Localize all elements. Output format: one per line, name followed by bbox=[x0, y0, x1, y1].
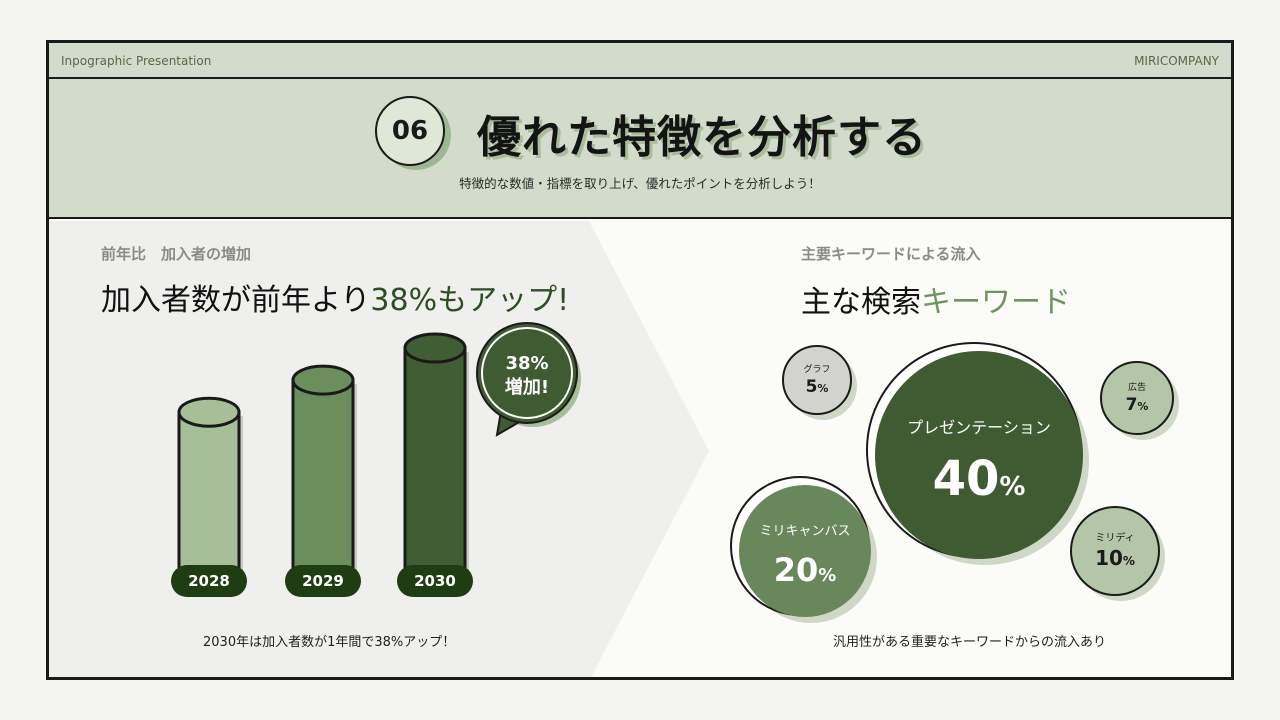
right-caption: 汎用性がある重要なキーワードからの流入あり bbox=[833, 635, 1107, 650]
bubble-keyword: ミリキャンバス bbox=[759, 524, 850, 539]
bubble-keyword: プレゼンテーション bbox=[907, 418, 1051, 437]
bubble-4: 広告 7% bbox=[1100, 361, 1179, 440]
bar-top bbox=[403, 332, 467, 364]
bubble-unit: % bbox=[1123, 554, 1135, 568]
bar-2029: 2029 bbox=[285, 364, 361, 597]
bar-top bbox=[177, 396, 241, 428]
slide-header: 06 優れた特徴を分析する 特徴的な数値・指標を取り上げ、優れたポイントを分析し… bbox=[49, 79, 1231, 219]
bar-label: 2030 bbox=[414, 572, 456, 590]
bubble-fill bbox=[739, 485, 871, 617]
top-bar: Inpographic Presentation MIRICOMPANY bbox=[49, 43, 1231, 79]
bubble-unit: % bbox=[818, 565, 836, 586]
bubble-unit: % bbox=[1137, 400, 1148, 413]
right-section-label: 主要キーワードによる流入 bbox=[801, 245, 981, 263]
bubble-fill bbox=[782, 345, 852, 415]
bubble-fill bbox=[1100, 361, 1174, 435]
callout-percent: 38% bbox=[505, 353, 548, 374]
bubble-fill bbox=[1070, 506, 1160, 596]
bubble-keyword: 広告 bbox=[1128, 381, 1146, 393]
slide: Inpographic Presentation MIRICOMPANY 06 … bbox=[46, 40, 1234, 680]
right-headline-plain: 主な検索 bbox=[801, 285, 921, 320]
bar-label-pill bbox=[285, 565, 361, 597]
bar-2028: 2028 bbox=[171, 396, 247, 597]
growth-bar-chart: 2028 2029 2030 38%増加! bbox=[171, 322, 581, 597]
right-headline-accent: キーワード bbox=[921, 285, 1071, 320]
bar-label-pill bbox=[171, 565, 247, 597]
bubble-keyword: ミリディ bbox=[1095, 531, 1134, 544]
bubble-value: 7% bbox=[1126, 395, 1149, 415]
bubble-keyword: グラフ bbox=[803, 363, 830, 375]
bubble-5: グラフ 5% bbox=[782, 345, 857, 420]
increase-callout: 38%増加! bbox=[476, 322, 581, 437]
bubble-unit: % bbox=[999, 472, 1025, 502]
callout-circle bbox=[476, 322, 578, 424]
bar-2030: 2030 bbox=[397, 332, 473, 597]
section-number-badge: 06 bbox=[375, 96, 445, 166]
left-headline-plain: 加入者数が前年より bbox=[101, 283, 371, 318]
bubble-unit: % bbox=[817, 382, 828, 395]
bar-top bbox=[291, 364, 355, 396]
bubble-value: 5% bbox=[806, 377, 829, 397]
left-headline-accent: 38%もアップ! bbox=[370, 283, 570, 318]
left-caption: 2030年は加入者数が1年間で38%アップ！ bbox=[203, 635, 456, 650]
presentation-name: Inpographic Presentation bbox=[61, 54, 212, 68]
left-section-label: 前年比 加入者の増加 bbox=[101, 245, 252, 263]
bar-label-pill bbox=[397, 565, 473, 597]
left-panel-arrow-background bbox=[49, 221, 709, 677]
left-headline: 加入者数が前年より38%もアップ! bbox=[101, 275, 569, 319]
callout-label: 増加! bbox=[505, 376, 549, 398]
bubble-fill bbox=[875, 351, 1083, 559]
bar-label: 2028 bbox=[188, 572, 230, 590]
page-title: 優れた特徴を分析する bbox=[477, 112, 927, 163]
company-name: MIRICOMPANY bbox=[1134, 54, 1219, 68]
callout-inner-ring bbox=[481, 327, 573, 419]
right-headline: 主な検索キーワード bbox=[801, 277, 1071, 321]
bar-body bbox=[177, 410, 241, 583]
bar-label: 2029 bbox=[302, 572, 344, 590]
page-subtitle: 特徴的な数値・指標を取り上げ、優れたポイントを分析しよう！ bbox=[459, 176, 821, 191]
